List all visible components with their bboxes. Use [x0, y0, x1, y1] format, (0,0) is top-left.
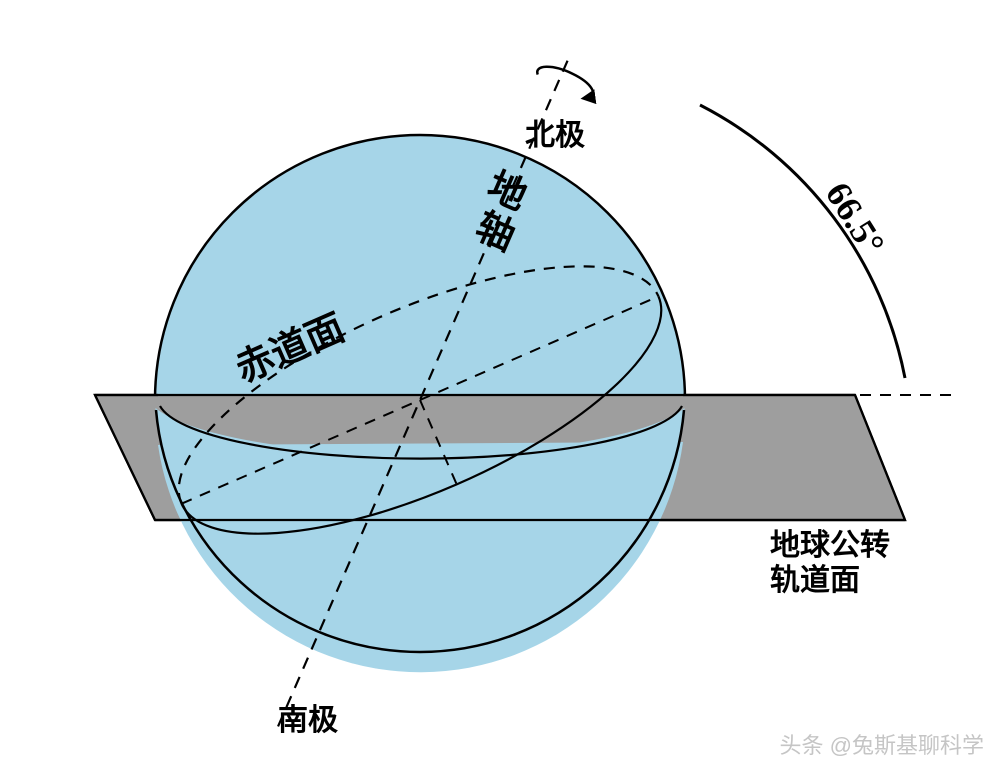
orbital-plane-label-1: 地球公转: [770, 529, 890, 562]
angle-label: 66.5°: [818, 175, 893, 262]
svg-text:66.5°: 66.5°: [818, 175, 893, 262]
watermark: 头条 @兔斯基聊科学: [780, 728, 984, 760]
orbital-plane-label-2: 轨道面: [770, 564, 860, 597]
north-pole-label: 北极: [525, 119, 585, 152]
earth-axial-tilt-diagram: 北极 南极 地 轴 赤道面 66.5° 地球公转 轨道面: [0, 0, 996, 770]
south-pole-label: 南极: [278, 704, 338, 737]
